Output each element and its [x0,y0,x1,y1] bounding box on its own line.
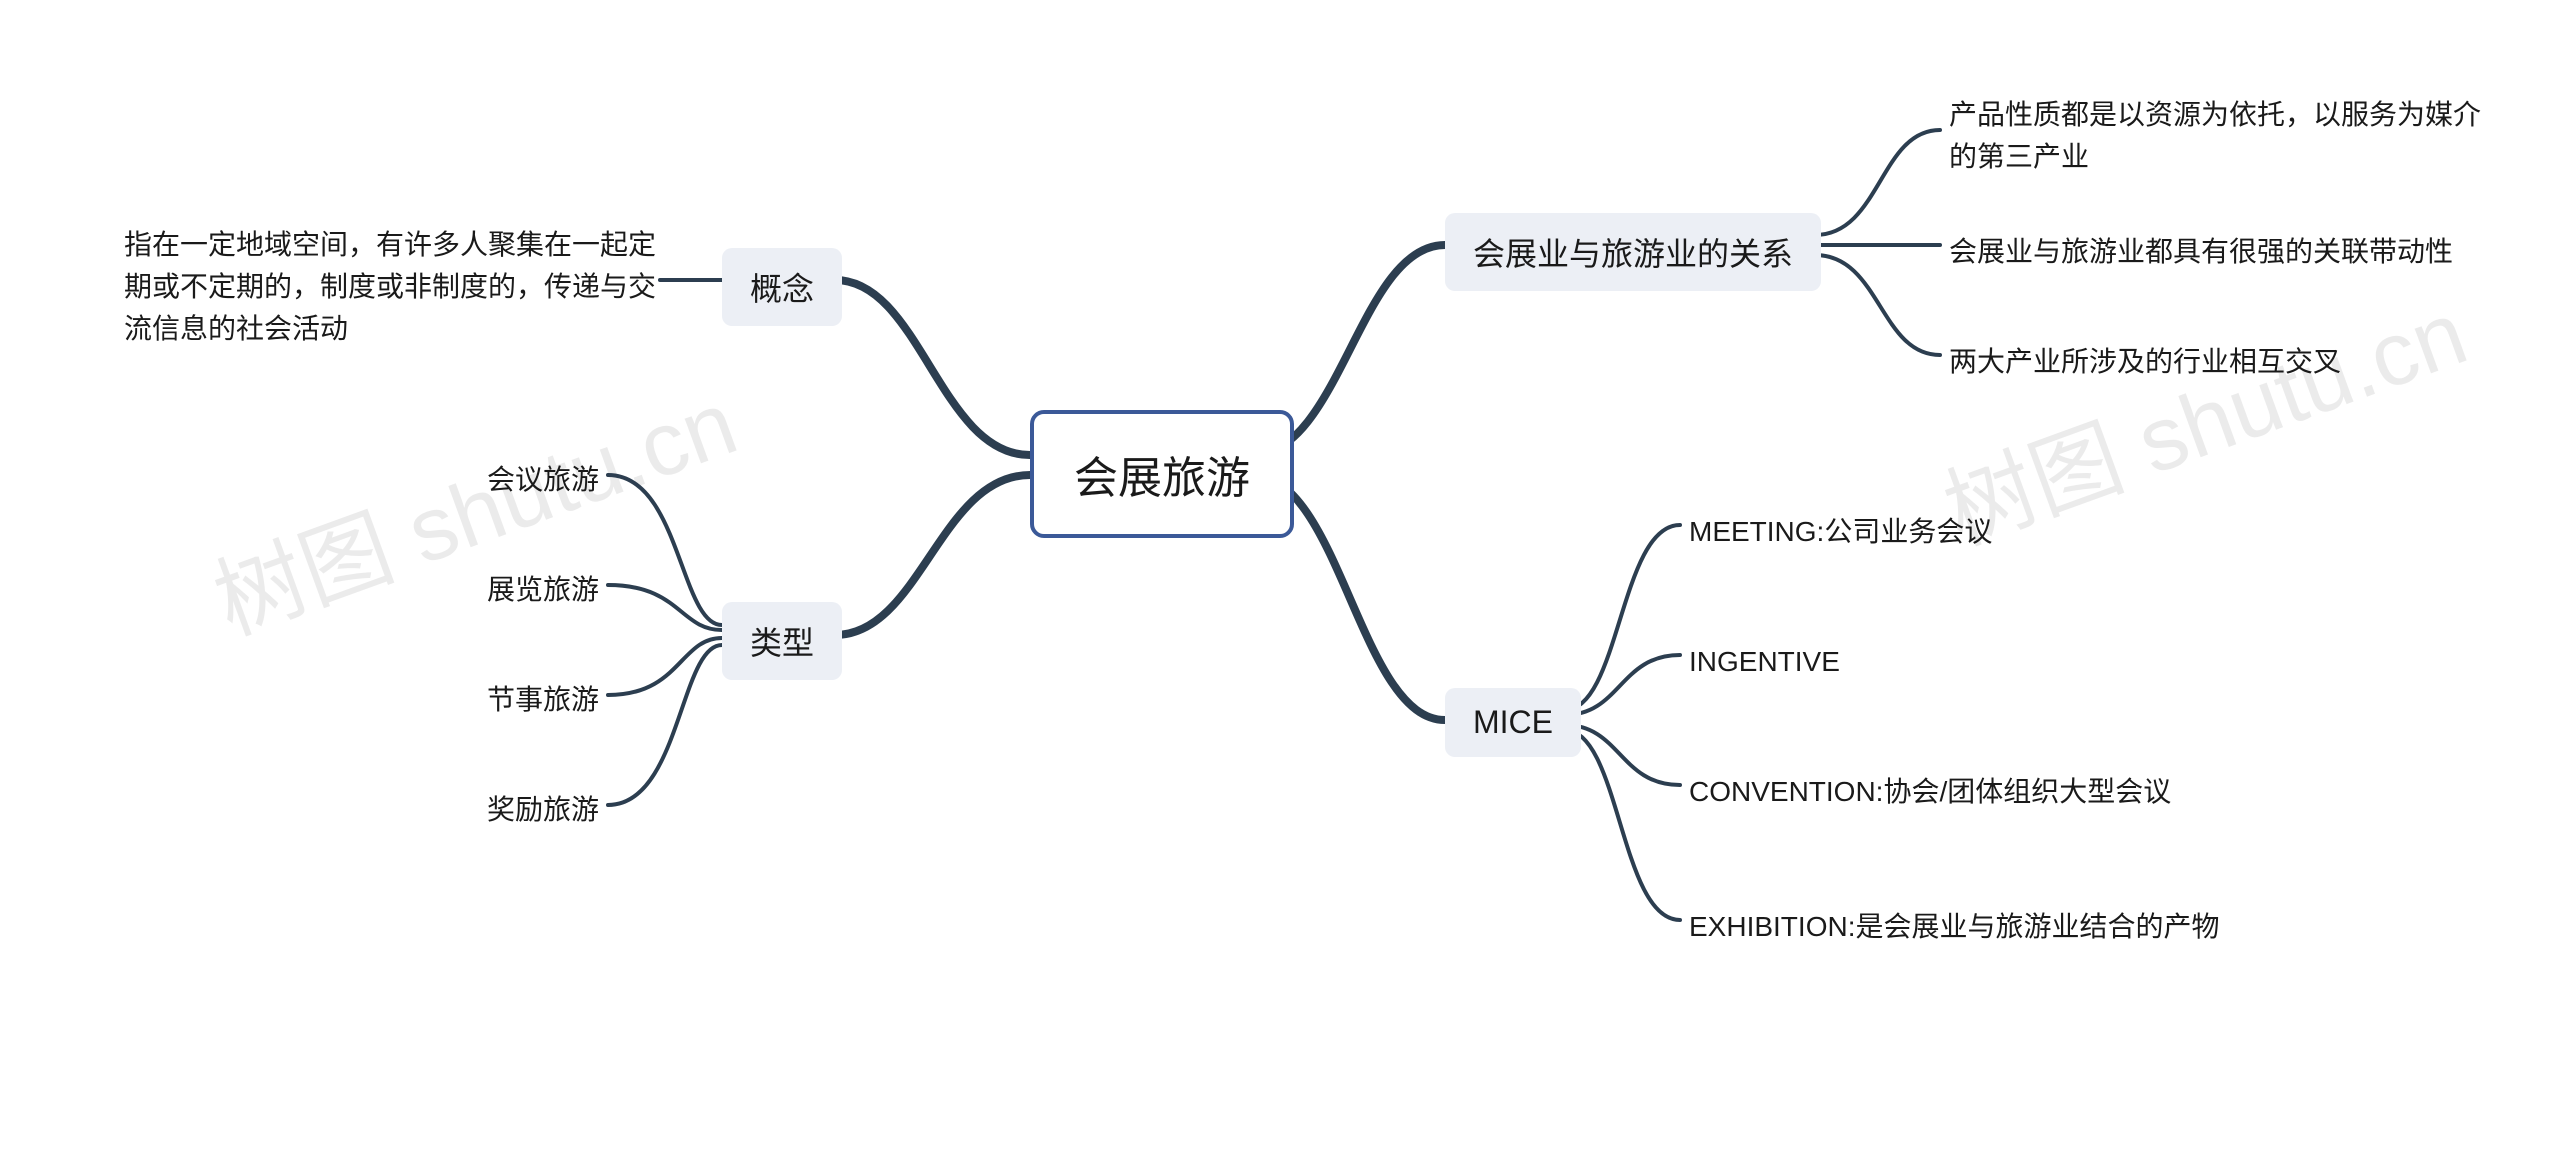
leaf-concept-desc: 指在一定地域空间，有许多人聚集在一起定期或不定期的，制度或非制度的，传递与交流信… [120,218,665,356]
root-node: 会展旅游 [1030,410,1294,538]
leaf-mice-incentive: INGENTIVE [1685,635,1844,689]
node-relation: 会展业与旅游业的关系 [1445,213,1821,291]
leaf-type-event: 节事旅游 [483,673,603,727]
leaf-relation-1: 会展业与旅游业都具有很强的关联带动性 [1945,225,2495,279]
leaf-type-meeting: 会议旅游 [483,453,603,507]
watermark-left: 树图 shutu.cn [194,351,751,660]
leaf-relation-0: 产品性质都是以资源为依托，以服务为媒介的第三产业 [1945,88,2495,184]
node-concept: 概念 [722,248,842,326]
watermark-right: 树图 shutu.cn [1924,261,2481,570]
node-mice: MICE [1445,688,1581,757]
node-type: 类型 [722,602,842,680]
leaf-mice-convention: CONVENTION:协会/团体组织大型会议 [1685,765,2175,819]
leaf-mice-exhibition: EXHIBITION:是会展业与旅游业结合的产物 [1685,900,2223,954]
leaf-type-incentive: 奖励旅游 [483,783,603,837]
leaf-mice-meeting: MEETING:公司业务会议 [1685,505,1996,559]
leaf-relation-2: 两大产业所涉及的行业相互交叉 [1945,335,2495,389]
leaf-type-exhibition: 展览旅游 [483,563,603,617]
